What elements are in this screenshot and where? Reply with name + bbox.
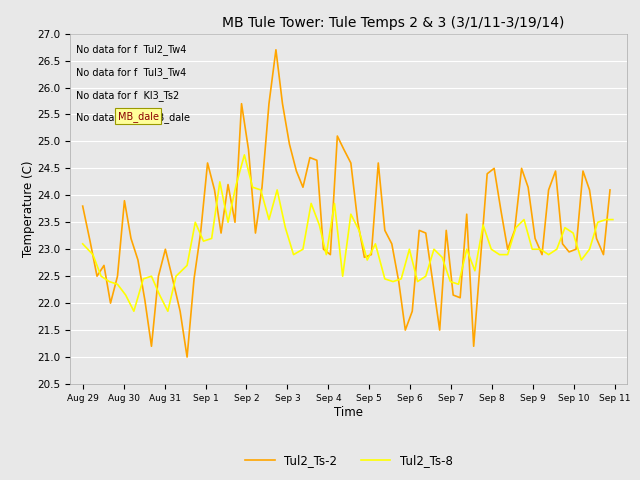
Tul2_Ts-2 (168, 273, 176, 279)
Text: No data for f  Tul2_Tw4: No data for f Tul2_Tw4 (76, 44, 186, 55)
Line: Tul2_Ts-2: Tul2_Ts-2 (83, 50, 610, 357)
Tul2_Ts-8 (594, 219, 602, 225)
Tul2_Ts-2 (114, 273, 122, 279)
Text: No data for f  Tul3_Tw4: No data for f Tul3_Tw4 (76, 67, 186, 78)
Tul2_Ts-8 (241, 152, 248, 158)
Text: No data for f  Kl3_Ts2: No data for f Kl3_Ts2 (76, 90, 179, 101)
Tul2_Ts-8 (79, 241, 86, 247)
Tul2_Ts-2 (258, 184, 266, 190)
Tul2_Ts-8 (257, 187, 264, 193)
Y-axis label: Temperature (C): Temperature (C) (22, 160, 35, 257)
Tul2_Ts-2 (606, 187, 614, 193)
Tul2_Ts-8 (372, 241, 380, 247)
Tul2_Ts-8 (323, 252, 330, 257)
Tul2_Ts-8 (553, 246, 561, 252)
Legend: Tul2_Ts-2, Tul2_Ts-8: Tul2_Ts-2, Tul2_Ts-8 (241, 449, 457, 472)
Tul2_Ts-8 (130, 308, 138, 314)
X-axis label: Time: Time (334, 406, 364, 419)
Tul2_Ts-2 (79, 203, 86, 209)
Text: No data for f  LMB_dale: No data for f LMB_dale (76, 112, 190, 123)
Tul2_Ts-2 (183, 354, 191, 360)
Tul2_Ts-2 (360, 254, 368, 260)
Title: MB Tule Tower: Tule Temps 2 & 3 (3/1/11-3/19/14): MB Tule Tower: Tule Temps 2 & 3 (3/1/11-… (222, 16, 564, 30)
Tul2_Ts-8 (609, 216, 617, 222)
Tul2_Ts-2 (272, 47, 280, 53)
Text: MB_dale: MB_dale (118, 111, 159, 121)
Tul2_Ts-8 (216, 179, 223, 185)
Tul2_Ts-2 (319, 246, 327, 252)
Line: Tul2_Ts-8: Tul2_Ts-8 (83, 155, 613, 311)
Tul2_Ts-2 (470, 343, 477, 349)
